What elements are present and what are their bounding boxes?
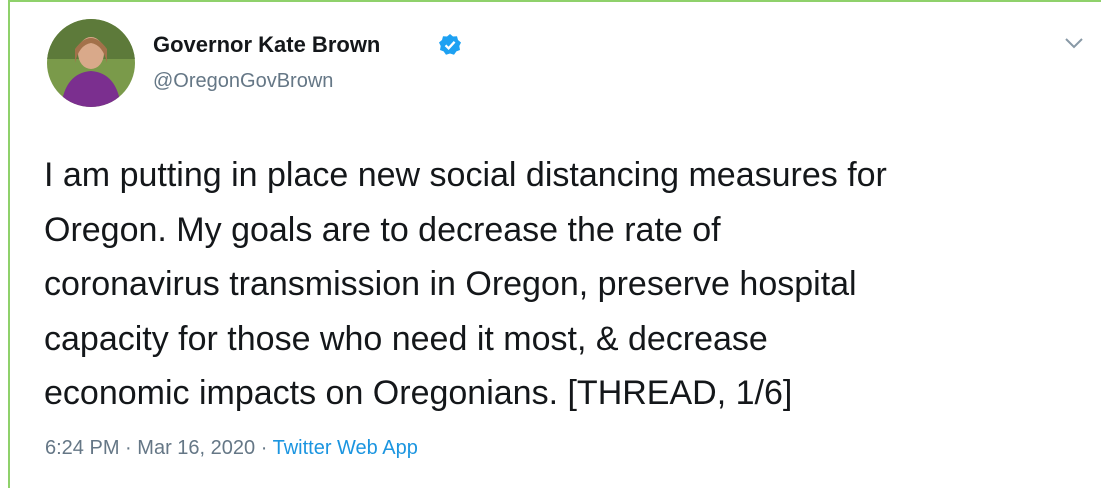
separator: ·	[261, 437, 268, 459]
separator: ·	[125, 437, 132, 459]
avatar[interactable]	[47, 19, 135, 107]
date[interactable]: Mar 16, 2020	[137, 437, 255, 459]
tweet-meta: 6:24 PM · Mar 16, 2020 · Twitter Web App	[45, 437, 418, 460]
tweet-line: I am putting in place new social distanc…	[44, 148, 887, 203]
tweet-line: economic impacts on Oregonians. [THREAD,…	[44, 366, 887, 421]
tweet-line: coronavirus transmission in Oregon, pres…	[44, 257, 887, 312]
verified-badge	[438, 33, 462, 57]
tweet-text: I am putting in place new social distanc…	[44, 148, 887, 421]
author-handle[interactable]: @OregonGovBrown	[153, 70, 333, 93]
source[interactable]: Twitter Web App	[273, 437, 418, 459]
author-name[interactable]: Governor Kate Brown	[153, 32, 380, 58]
tweet-line: Oregon. My goals are to decrease the rat…	[44, 203, 887, 258]
page: Governor Kate Brown @OregonGovBrown I am…	[0, 0, 1101, 488]
more-chevron[interactable]	[1064, 36, 1084, 50]
tweet-line: capacity for those who need it most, & d…	[44, 312, 887, 367]
time[interactable]: 6:24 PM	[45, 437, 119, 459]
